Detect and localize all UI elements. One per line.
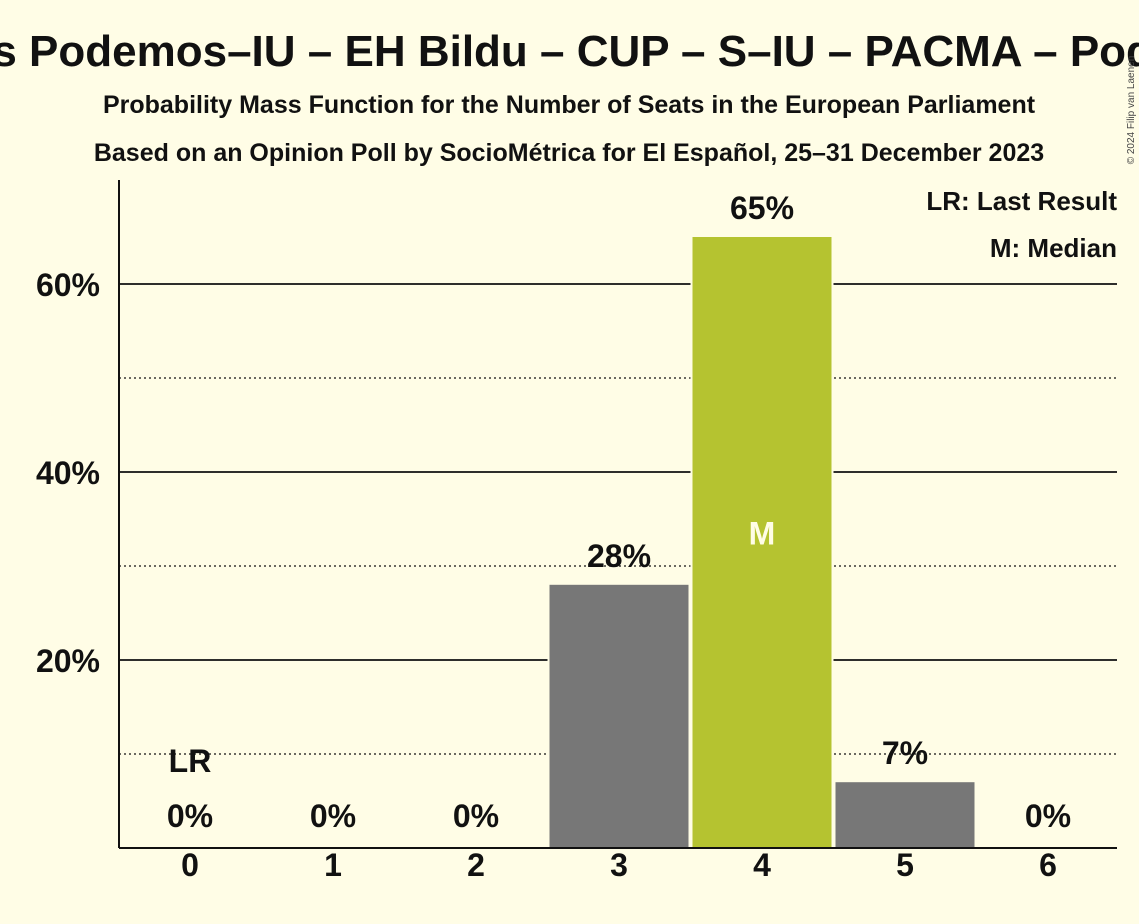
x-tick-label: 5 [896,847,914,883]
value-label: 0% [1025,798,1071,834]
value-label: 0% [310,798,356,834]
last-result-marker: LR [169,743,212,779]
axes [118,180,1117,849]
value-label: 28% [587,538,651,574]
x-tick-label: 1 [324,847,342,883]
chart-title: Unidas Podemos–IU – EH Bildu – CUP – S–I… [0,27,1139,76]
x-tick-label: 2 [467,847,485,883]
x-tick-labels: 0 1 2 3 4 5 6 [181,847,1057,883]
value-label: 0% [453,798,499,834]
bars [547,235,977,848]
copyright: © 2024 Filip van Laenen [1126,56,1137,165]
bar-5 [835,782,975,848]
y-tick-labels: 20% 40% 60% [36,267,100,679]
x-tick-label: 0 [181,847,199,883]
x-tick-label: 4 [753,847,771,883]
y-tick-label: 20% [36,643,100,679]
x-tick-label: 3 [610,847,628,883]
legend-median: M: Median [990,233,1117,263]
chart-subtitle: Probability Mass Function for the Number… [103,91,1036,119]
median-marker: M [749,516,776,552]
bar-4 [692,237,832,848]
bar-3 [549,584,689,848]
y-tick-label: 40% [36,455,100,491]
bar-labels: 0% LR 0% 0% 28% 65% M 7% 0% [167,190,1071,834]
value-label: 7% [882,735,928,771]
value-label: 65% [730,190,794,226]
chart-source: Based on an Opinion Poll by SocioMétrica… [94,139,1044,167]
x-tick-label: 6 [1039,847,1057,883]
legend-last-result: LR: Last Result [926,186,1117,216]
value-label: 0% [167,798,213,834]
y-tick-label: 60% [36,267,100,303]
